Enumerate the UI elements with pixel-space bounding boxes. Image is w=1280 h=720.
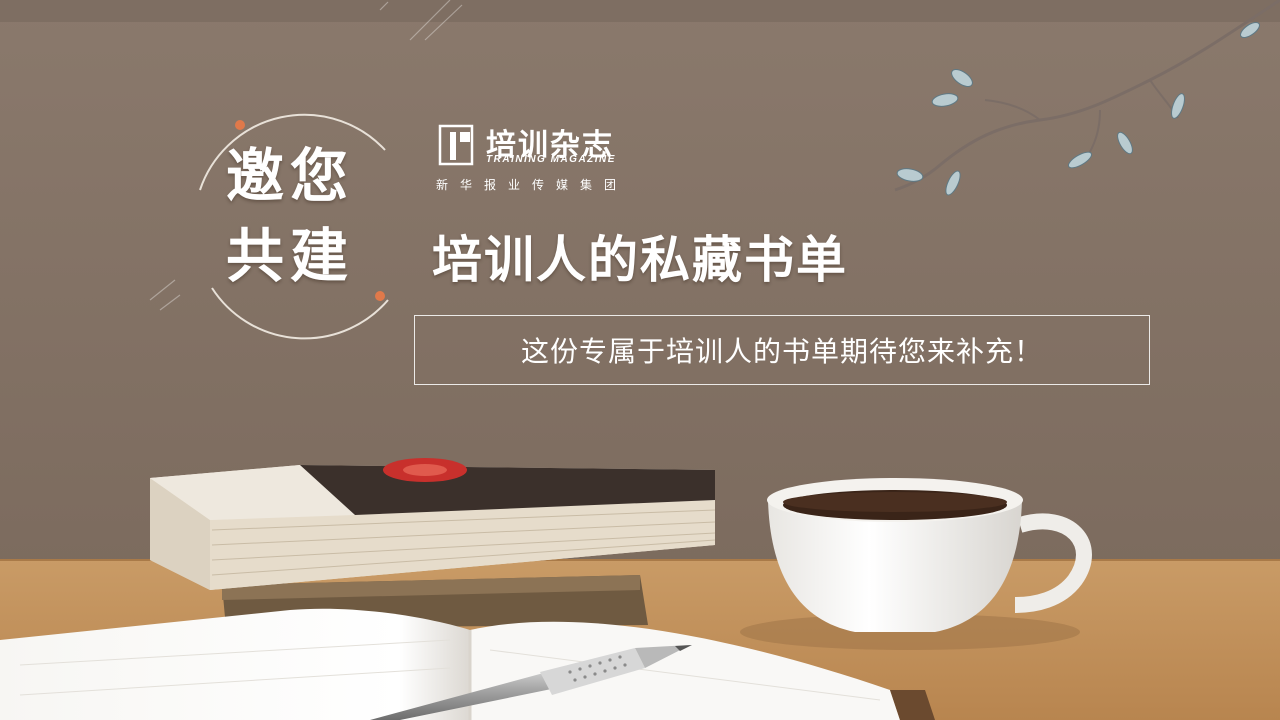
coffee-cup [740,478,1092,650]
logo-mark [438,124,474,166]
logo-name-cn: 培训杂志 [486,128,614,163]
light-streaks [149,0,463,311]
wall-top-shade [0,0,1280,22]
invite-arcs [199,113,389,340]
logo-name-en: TRAINING MAGAZINE [486,154,616,165]
page-title: 培训人的私藏书单 [432,230,848,289]
book-stack [150,458,716,628]
publisher-name: 新华报业传媒集团 [436,178,629,192]
open-notebook [0,608,935,720]
subtitle-text: 这份专属于培训人的书单期待您来补充！ [520,335,1043,368]
branch-icon [894,0,1280,196]
invite-text-line-2: 共建 [226,222,355,290]
invite-text-line-1: 邀您 [226,142,355,210]
arc-dot-bottom [375,291,385,301]
arc-dot-top [235,120,245,130]
subtitle-box: 这份专属于培训人的书单期待您来补充！ [414,315,1150,385]
pen-icon [370,645,692,720]
